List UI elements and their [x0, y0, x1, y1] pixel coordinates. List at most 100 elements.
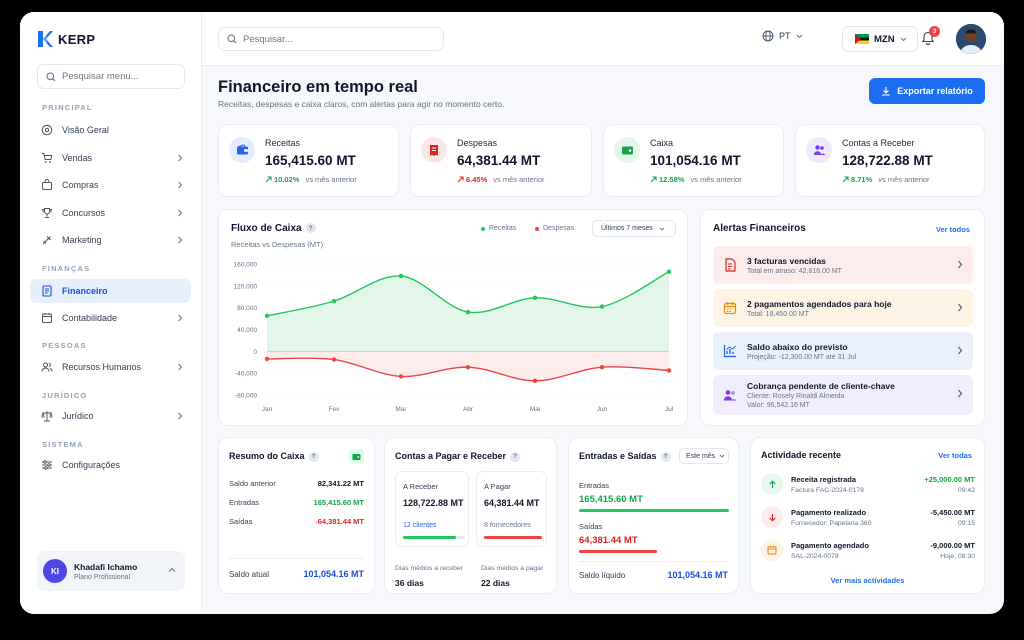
sidebar-item-label: Compras [62, 180, 99, 190]
language-label: PT [779, 31, 791, 41]
alert-title: 3 facturas vencidas [747, 255, 826, 266]
activity-item[interactable]: Receita registrada Factura FAC-2024-0178 … [761, 473, 975, 503]
summary-row-label: Entradas [229, 498, 260, 507]
cashflow-title: Fluxo de Caixa? [231, 223, 316, 234]
sidebar-item-compras[interactable]: Compras [30, 173, 191, 197]
data-point-despesas [599, 364, 605, 370]
alert-pending-collection[interactable]: Cobrança pendente de cliente-chave Client… [713, 375, 973, 415]
receivable-value: 128,722.88 MT [403, 498, 464, 508]
sidebar-item-label: Visão Geral [62, 125, 109, 135]
cashflow-subtitle: Receitas vs Despesas (MT) [231, 240, 324, 249]
sidebar-item-recursos-humanos[interactable]: Recursos Humanos [30, 355, 191, 379]
kpi-trend-value: 10.02% [274, 175, 300, 184]
period-dropdown[interactable]: Últimos 7 meses [592, 220, 676, 237]
sidebar-item-vendas[interactable]: Vendas [30, 146, 191, 170]
users-icon [41, 362, 53, 372]
legend-dot [535, 226, 539, 231]
chevron-up-icon[interactable] [168, 567, 176, 573]
dashboard-icon [41, 124, 53, 136]
view-all-alerts-link[interactable]: Ver todos [935, 225, 970, 234]
avatar: KI [43, 559, 67, 583]
chevron-right-icon [178, 236, 183, 244]
period-dropdown[interactable]: Este mês [679, 448, 729, 464]
view-all-activity-link[interactable]: Ver todas [938, 451, 972, 460]
user-profile[interactable]: KI Khadafi Ichamo Plano Profissional [37, 551, 185, 591]
sidebar-item-marketing[interactable]: Marketing [30, 228, 191, 252]
divider [229, 558, 364, 559]
y-tick-label: 160,000 [234, 262, 258, 269]
inflow-outflow-title: Entradas e Saídas? [579, 451, 671, 462]
global-search[interactable] [218, 27, 444, 51]
chevron-right-icon [958, 346, 963, 355]
calendar-icon [761, 539, 783, 561]
arrow-down-icon [761, 506, 783, 528]
currency-selector[interactable]: MZN [842, 26, 918, 52]
export-report-button[interactable]: Exportar relatório [869, 78, 985, 104]
alert-low-balance[interactable]: Saldo abaixo do previsto Projeção: -12,30… [713, 332, 973, 370]
cash-summary-title-text: Resumo do Caixa [229, 451, 305, 461]
alert-subtitle: Total: 18,450.00 MT [747, 310, 809, 318]
section-pessoas: PESSOAS [42, 341, 87, 350]
chevron-down-icon [719, 454, 725, 458]
payable-box[interactable]: A Pagar 64,381.44 MT 8 fornecedores [476, 471, 547, 547]
sidebar-item-label: Concursos [62, 208, 106, 218]
export-label: Exportar relatório [897, 86, 973, 96]
period-label: Últimos 7 meses [601, 225, 653, 232]
summary-total-value: 101,054.16 MT [303, 569, 364, 579]
language-selector[interactable]: PT [762, 30, 803, 42]
receipt-icon [421, 137, 447, 163]
user-avatar[interactable] [956, 24, 986, 54]
menu-search[interactable] [37, 64, 185, 89]
alerts-title: Alertas Financeiros [713, 223, 806, 234]
view-more-activity-link[interactable]: Ver mais actividades [830, 576, 905, 585]
inflow-value: 165,415.60 MT [579, 494, 643, 505]
sidebar-item-configuracoes[interactable]: Configurações [30, 453, 191, 477]
payable-progress [484, 536, 542, 539]
receivable-box[interactable]: A Receber 128,722.88 MT 12 clientes [395, 471, 469, 547]
kpi-trend-value: 12.58% [659, 175, 685, 184]
help-icon[interactable]: ? [660, 451, 671, 462]
activity-title: Actividade recente [761, 450, 842, 460]
sliders-icon [42, 460, 52, 470]
kpi-receitas: Receitas 165,415.60 MT 10.02% vs mês ante… [218, 124, 399, 197]
users-icon [723, 390, 737, 401]
activity-item[interactable]: Pagamento agendado SAL-2024-0078 -9,000.0… [761, 539, 975, 569]
payable-value: 64,381.44 MT [484, 498, 540, 508]
sidebar-item-contabilidade[interactable]: Contabilidade [30, 306, 191, 330]
alert-subtitle: Cliente: Rosely Rinaldi Almeida [747, 393, 845, 400]
logo[interactable]: KERP [36, 30, 95, 48]
inflow-outflow-card: Entradas e Saídas? Este mês Entradas 165… [568, 437, 739, 594]
sidebar-item-concursos[interactable]: Concursos [30, 201, 191, 225]
help-icon[interactable]: ? [308, 451, 319, 462]
activity-item-sub: Fornecedor: Papelaria 360 [791, 520, 872, 527]
payable-progress-fill [484, 536, 542, 539]
menu-search-input[interactable] [62, 71, 172, 82]
activity-item[interactable]: Pagamento realizado Fornecedor: Papelaria… [761, 506, 975, 536]
y-tick-label: 120,000 [234, 283, 258, 290]
sidebar-item-financeiro[interactable]: Financeiro [30, 279, 191, 303]
clients-icon [806, 137, 832, 163]
alert-overdue-invoices[interactable]: 3 facturas vencidas Total em atraso: 42,8… [713, 246, 973, 284]
kpi-trend: 8.71% vs mês anterior [842, 175, 930, 184]
page-subtitle: Receitas, despesas e caixa claros, com a… [218, 99, 505, 109]
kpi-label: Contas a Receber [842, 138, 915, 148]
alert-subtitle: Valor: 96,542.16 MT [747, 402, 810, 409]
kpi-despesas: Despesas 64,381.44 MT 6.45% vs mês anteri… [410, 124, 592, 197]
y-tick-label: -80,000 [235, 393, 257, 400]
alert-subtitle: Projeção: -12,300.00 MT até 31 Jul [747, 353, 857, 361]
sidebar-item-juridico[interactable]: Jurídico [30, 404, 191, 428]
alert-scheduled-payments[interactable]: 2 pagamentos agendados para hoje Total: 1… [713, 289, 973, 327]
sidebar-item-visao-geral[interactable]: Visão Geral [30, 118, 191, 142]
x-tick-label: Mai [530, 406, 540, 413]
outflow-label: Saídas [579, 522, 603, 531]
data-point-receitas [465, 309, 471, 315]
recent-activity-card: Actividade recente Ver todas Receita reg… [750, 437, 985, 594]
activity-item-amount: +25,000.00 MT [924, 475, 975, 484]
avg-days-payable-label: Dias médios a pagar [481, 565, 544, 572]
search-input[interactable] [243, 33, 433, 45]
summary-row-value: 165,415.60 MT [313, 498, 364, 507]
help-icon[interactable]: ? [305, 223, 316, 234]
section-principal: PRINCIPAL [42, 103, 93, 112]
help-icon[interactable]: ? [510, 451, 521, 462]
trend-up-icon [842, 176, 849, 183]
